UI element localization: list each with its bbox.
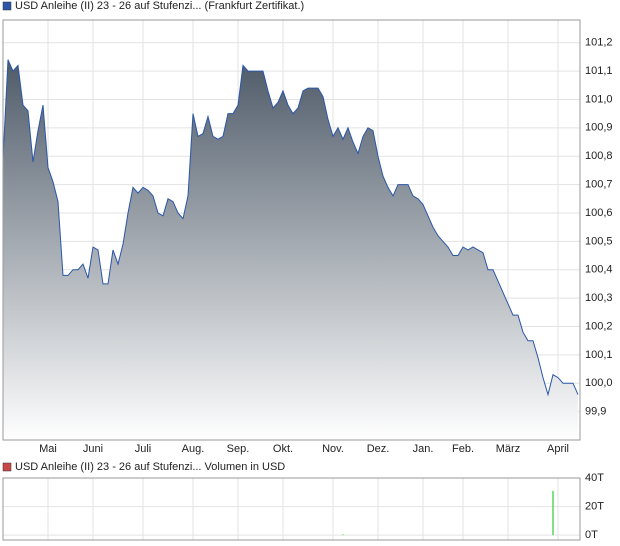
y-tick-label: 100,3	[585, 292, 613, 304]
y-tick-label: 40T	[585, 472, 604, 484]
y-tick-label: 101,0	[585, 93, 613, 105]
area	[3, 59, 578, 440]
x-tick-label: Sep.	[227, 443, 250, 455]
x-tick-label: Feb.	[452, 443, 474, 455]
y-tick-label: 100,0	[585, 377, 613, 389]
legend-label: USD Anleihe (II) 23 - 26 auf Stufenzi...…	[15, 461, 285, 473]
y-tick-label: 100,1	[585, 349, 613, 361]
y-tick-label: 99,9	[585, 406, 606, 418]
y-tick-label: 100,5	[585, 235, 613, 247]
x-tick-label: Okt.	[273, 443, 293, 455]
x-tick-label: Mai	[39, 443, 57, 455]
bar	[342, 534, 344, 536]
x-tick-label: Juli	[135, 443, 152, 455]
x-tick-label: März	[496, 443, 520, 455]
legend-label: USD Anleihe (II) 23 - 26 auf Stufenzi...…	[15, 0, 304, 12]
line	[2, 59, 579, 397]
x-tick-label: Juni	[83, 443, 103, 455]
y-tick-label: 100,7	[585, 179, 613, 191]
y-tick-label: 100,4	[585, 264, 613, 276]
legend-swatch	[2, 462, 12, 472]
y-tick-label: 20T	[585, 500, 604, 512]
y-tick-label: 100,9	[585, 122, 613, 134]
bar	[552, 490, 554, 536]
y-tick-label: 101,2	[585, 37, 613, 49]
plot-frame	[2, 477, 581, 541]
y-tick-label: 100,2	[585, 320, 613, 332]
plot-frame	[2, 19, 581, 441]
x-tick-label: Nov.	[322, 443, 344, 455]
plot-background	[3, 478, 580, 540]
x-tick-label: April	[547, 443, 569, 455]
x-tick-label: Dez.	[367, 443, 390, 455]
y-tick-label: 0T	[585, 529, 598, 541]
x-tick-label: Jan.	[413, 443, 434, 455]
y-tick-label: 101,1	[585, 65, 613, 77]
legend-swatch	[2, 1, 12, 11]
y-tick-label: 100,6	[585, 207, 613, 219]
y-tick-label: 100,8	[585, 150, 613, 162]
x-tick-label: Aug.	[182, 443, 205, 455]
